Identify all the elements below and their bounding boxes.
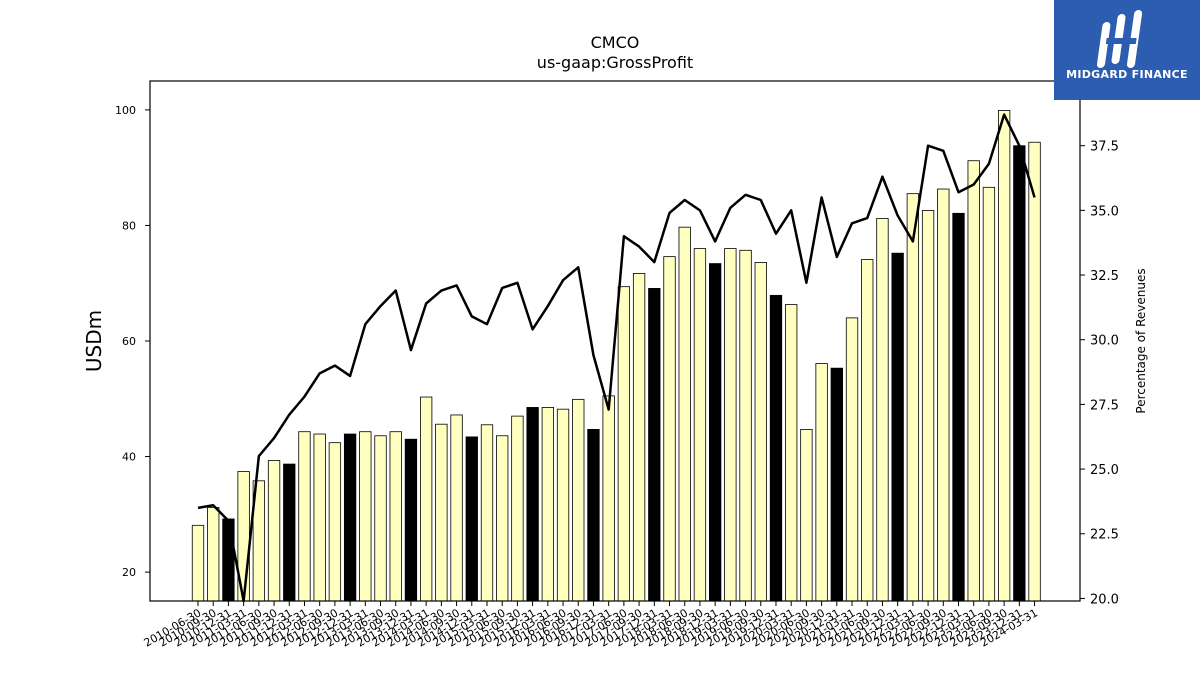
bar — [937, 188, 950, 602]
bar — [967, 160, 980, 602]
y-tick-label: 100 — [115, 104, 136, 117]
bar — [739, 249, 752, 602]
y-tick-label: 80 — [122, 219, 136, 232]
bar — [587, 428, 600, 602]
bar — [465, 436, 478, 602]
bar — [982, 186, 996, 602]
bar — [222, 518, 235, 602]
bar — [496, 435, 509, 602]
y-axis-label: USDm — [82, 310, 106, 372]
chart-subtitle: us-gaap:GrossProfit — [537, 53, 693, 72]
bar — [693, 248, 707, 602]
bar — [754, 262, 767, 602]
bar — [359, 431, 372, 602]
bar — [861, 259, 874, 602]
bar — [815, 363, 828, 602]
bar — [663, 256, 676, 602]
right-axis: 20.0 22.5 25.0 27.5 30.0 32.5 35.0 37.5 — [1080, 140, 1119, 607]
y-tick-label: 60 — [122, 335, 136, 348]
y2-tick-label: 25.0 — [1090, 463, 1119, 478]
bar — [191, 524, 205, 602]
chart-title: CMCO — [591, 33, 640, 52]
bar — [389, 431, 402, 602]
bar — [374, 435, 387, 602]
bar — [556, 408, 570, 602]
percentage-line — [197, 113, 1036, 603]
bar — [632, 272, 646, 602]
bar — [419, 396, 433, 602]
bar — [283, 463, 296, 602]
bar — [769, 294, 783, 602]
bar — [313, 433, 326, 602]
y2-tick-label: 32.5 — [1090, 269, 1119, 284]
bar — [526, 407, 539, 602]
bar — [678, 226, 691, 602]
left-axis: 20 40 60 80 100 — [115, 104, 150, 579]
brand-logo: MIDGARD FINANCE — [1054, 0, 1200, 100]
bar — [830, 367, 843, 602]
bar — [328, 442, 342, 602]
y2-tick-label: 37.5 — [1090, 140, 1119, 155]
y2-tick-label: 35.0 — [1090, 204, 1119, 219]
bar — [997, 110, 1011, 602]
bar — [572, 398, 585, 602]
bar — [343, 433, 357, 602]
bar — [1028, 141, 1041, 602]
bar — [480, 424, 494, 602]
bar — [952, 212, 965, 602]
y-tick-label: 40 — [122, 451, 136, 464]
logo-mark-icon — [1096, 10, 1143, 68]
bar — [1013, 145, 1026, 602]
bar — [708, 263, 722, 602]
bar — [891, 252, 904, 602]
bar — [648, 288, 661, 602]
bar — [906, 193, 920, 602]
y-tick-label: 20 — [122, 566, 136, 579]
bar — [800, 428, 813, 602]
y2-tick-label: 20.0 — [1090, 592, 1119, 607]
bar — [617, 286, 631, 602]
y2-tick-label: 30.0 — [1090, 334, 1119, 349]
bar — [876, 218, 889, 602]
x-axis: 2010-06-302010-09-302010-12-312011-03-31… — [142, 601, 1040, 650]
bar — [298, 431, 311, 602]
logo-text: MIDGARD FINANCE — [1066, 68, 1188, 81]
y2-axis-label: Percentage of Revenues — [1134, 268, 1148, 413]
bar — [207, 506, 220, 602]
bar — [404, 438, 418, 602]
bar — [541, 407, 554, 602]
y2-tick-label: 22.5 — [1090, 528, 1119, 543]
bar — [511, 415, 524, 602]
bar — [785, 304, 798, 602]
bar — [435, 423, 448, 602]
bar — [602, 395, 615, 602]
bar — [845, 317, 859, 602]
bar-series — [191, 110, 1041, 602]
bar — [921, 210, 935, 602]
y2-tick-label: 27.5 — [1090, 398, 1119, 413]
bar — [724, 248, 737, 602]
bar — [267, 460, 281, 602]
bar — [450, 414, 463, 602]
